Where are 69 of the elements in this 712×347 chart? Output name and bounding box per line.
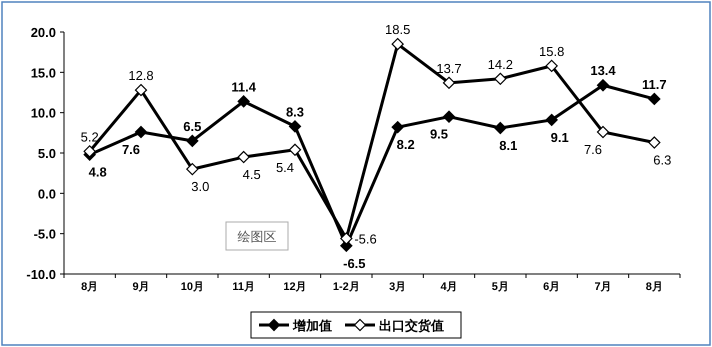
data-label: 14.2: [488, 56, 513, 72]
x-tick-label: 8月: [646, 281, 663, 293]
data-label: -6.5: [343, 256, 366, 271]
data-label: 5.2: [80, 129, 99, 144]
x-tick-label: 4月: [440, 281, 458, 293]
point: [238, 150, 250, 164]
data-label: -5.6: [354, 232, 377, 247]
point: [288, 120, 302, 132]
point: [494, 122, 506, 134]
data-label: 13.7: [436, 60, 462, 76]
data-label: 8.1: [499, 138, 518, 153]
point: [442, 110, 456, 123]
data-label: 11.4: [231, 79, 257, 94]
point: [238, 95, 250, 108]
legend-label: 出口交货值: [379, 318, 444, 333]
y-tick-label: 15.0: [30, 65, 56, 80]
point: [288, 144, 302, 156]
point: [648, 136, 660, 149]
data-label: 13.4: [590, 63, 616, 78]
y-tick-label: -10.0: [26, 267, 56, 282]
x-tick-label: 1-2月: [332, 281, 360, 293]
data-label: 7.6: [584, 142, 602, 158]
data-label: 4.8: [88, 164, 107, 180]
x-tick-label: 6月: [543, 281, 560, 293]
data-label: 9.5: [430, 126, 448, 142]
data-label: 12.8: [128, 68, 154, 84]
point: [186, 134, 198, 147]
legend-label: 增加值: [292, 318, 332, 333]
data-label: 15.8: [539, 44, 564, 59]
point: [546, 114, 558, 126]
point: [134, 126, 148, 138]
x-tick-label: 5月: [492, 281, 509, 293]
data-label: 8.3: [286, 104, 304, 120]
data-label: 4.5: [242, 167, 261, 182]
x-tick-label: 12月: [283, 281, 307, 293]
x-tick-label: 7月: [594, 281, 612, 293]
y-tick-label: 10.0: [30, 106, 56, 121]
point: [84, 145, 96, 158]
data-label: 3.0: [191, 179, 210, 194]
data-label: 6.5: [183, 118, 202, 134]
data-label: 6.3: [653, 152, 672, 168]
point: [340, 232, 352, 245]
annotation: 绘图区: [238, 229, 276, 244]
data-label: 11.7: [642, 76, 667, 92]
x-tick-label: 11月: [232, 281, 255, 293]
y-tick-label: -5.0: [34, 226, 56, 242]
point: [186, 163, 198, 176]
point: [648, 92, 660, 106]
x-tick-label: 9月: [132, 281, 150, 293]
point: [596, 79, 610, 92]
y-tick-label: 20.0: [30, 25, 56, 40]
point: [442, 76, 456, 89]
point: [392, 121, 404, 134]
point: [134, 84, 148, 96]
data-label: 8.2: [396, 137, 415, 152]
y-tick-label: 5.0: [38, 146, 56, 161]
x-tick-label: 8月: [81, 281, 98, 293]
point: [596, 126, 610, 138]
y-tick-label: 0.0: [38, 186, 56, 202]
annotation: 绘图区: [226, 222, 288, 250]
data-label: 9.1: [550, 130, 569, 145]
point: [546, 60, 558, 72]
point: [494, 72, 506, 85]
data-label: 18.5: [385, 22, 410, 38]
data-label: 7.6: [122, 142, 140, 158]
x-tick-label: 10月: [180, 281, 204, 293]
data-label: 5.4: [276, 160, 294, 175]
x-tick-label: 3月: [389, 281, 406, 293]
point: [392, 38, 404, 50]
